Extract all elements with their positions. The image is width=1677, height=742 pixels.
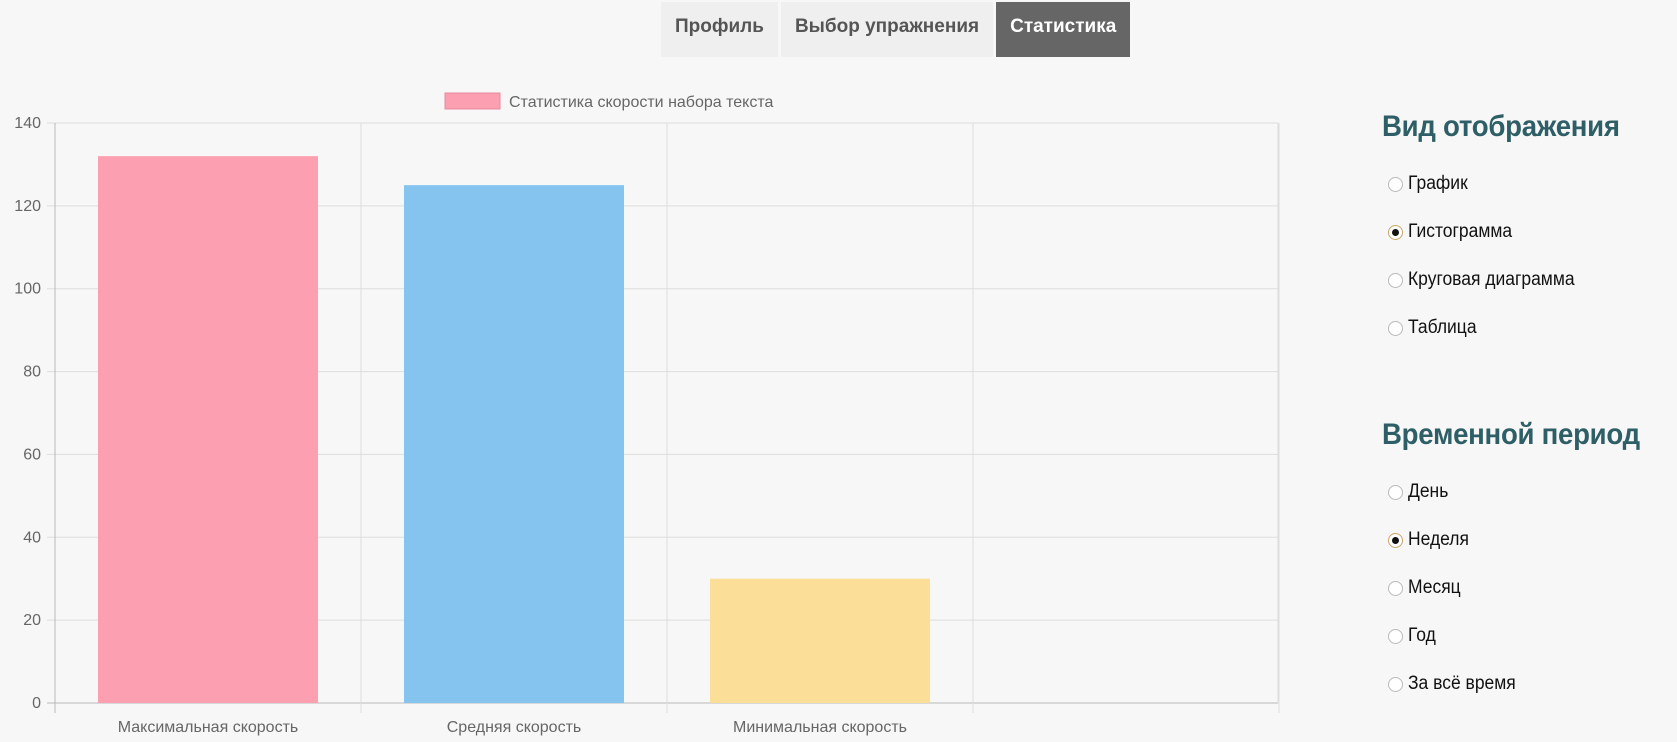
radio-day[interactable] bbox=[1388, 484, 1403, 500]
y-tick-label: 0 bbox=[32, 695, 41, 712]
y-tick-label: 60 bbox=[23, 446, 41, 463]
radio-option-all-time[interactable]: За всё время bbox=[1382, 660, 1672, 708]
radio-option-day[interactable]: День bbox=[1382, 468, 1672, 516]
radio-line-chart[interactable] bbox=[1388, 176, 1403, 192]
radio-week[interactable] bbox=[1388, 532, 1403, 548]
radio-label: День bbox=[1408, 481, 1449, 502]
tab-profile[interactable]: Профиль bbox=[661, 2, 778, 57]
radio-month[interactable] bbox=[1388, 580, 1403, 596]
display-type-title: Вид отображения bbox=[1382, 110, 1620, 143]
radio-label: За всё время bbox=[1408, 673, 1516, 694]
radio-table[interactable] bbox=[1388, 320, 1403, 336]
x-tick-label: Средняя скорость bbox=[447, 719, 581, 736]
radio-option-week[interactable]: Неделя bbox=[1382, 516, 1672, 564]
tab-statistics[interactable]: Статистика bbox=[996, 2, 1131, 57]
y-tick-label: 40 bbox=[23, 529, 41, 546]
legend-label: Статистика скорости набора текста bbox=[509, 94, 773, 111]
radio-option-histogram[interactable]: Гистограмма bbox=[1382, 208, 1672, 256]
radio-label: Таблица bbox=[1408, 317, 1477, 338]
radio-option-year[interactable]: Год bbox=[1382, 612, 1672, 660]
legend-swatch bbox=[444, 92, 501, 110]
radio-option-month[interactable]: Месяц bbox=[1382, 564, 1672, 612]
display-type-panel: Вид отображения График Гистограмма Круго… bbox=[1382, 110, 1672, 352]
x-tick-label: Максимальная скорость bbox=[118, 719, 298, 736]
radio-label: Неделя bbox=[1408, 529, 1469, 550]
time-period-title: Временной период bbox=[1382, 418, 1640, 451]
x-tick-label: Минимальная скорость bbox=[733, 719, 907, 736]
radio-option-pie-chart[interactable]: Круговая диаграмма bbox=[1382, 256, 1672, 304]
y-tick-label: 140 bbox=[14, 115, 41, 132]
radio-histogram[interactable] bbox=[1388, 224, 1403, 240]
y-tick-label: 80 bbox=[23, 364, 41, 381]
bar bbox=[710, 578, 930, 703]
tab-exercise-select[interactable]: Выбор упражнения bbox=[780, 2, 994, 57]
radio-label: Год bbox=[1408, 625, 1436, 646]
y-tick-label: 120 bbox=[14, 198, 41, 215]
radio-label: Месяц bbox=[1408, 577, 1461, 598]
radio-all-time[interactable] bbox=[1388, 676, 1403, 692]
radio-label: Гистограмма bbox=[1408, 221, 1513, 242]
radio-label: Круговая диаграмма bbox=[1408, 269, 1575, 290]
radio-label: График bbox=[1408, 173, 1468, 194]
y-tick-label: 20 bbox=[23, 612, 41, 629]
time-period-panel: Временной период День Неделя Месяц Год З… bbox=[1382, 418, 1672, 708]
radio-option-line-chart[interactable]: График bbox=[1382, 160, 1672, 208]
radio-option-table[interactable]: Таблица bbox=[1382, 304, 1672, 352]
radio-pie-chart[interactable] bbox=[1388, 272, 1403, 288]
bar bbox=[98, 156, 318, 704]
speed-bar-chart: 0 20 40 60 80 100 120 140 Максимальная скорость С… bbox=[14, 92, 1280, 736]
y-tick-label: 100 bbox=[14, 281, 41, 298]
bar bbox=[404, 185, 624, 704]
radio-year[interactable] bbox=[1388, 628, 1403, 644]
top-tabs: Профиль Выбор упражнения Статистика bbox=[661, 2, 1131, 57]
